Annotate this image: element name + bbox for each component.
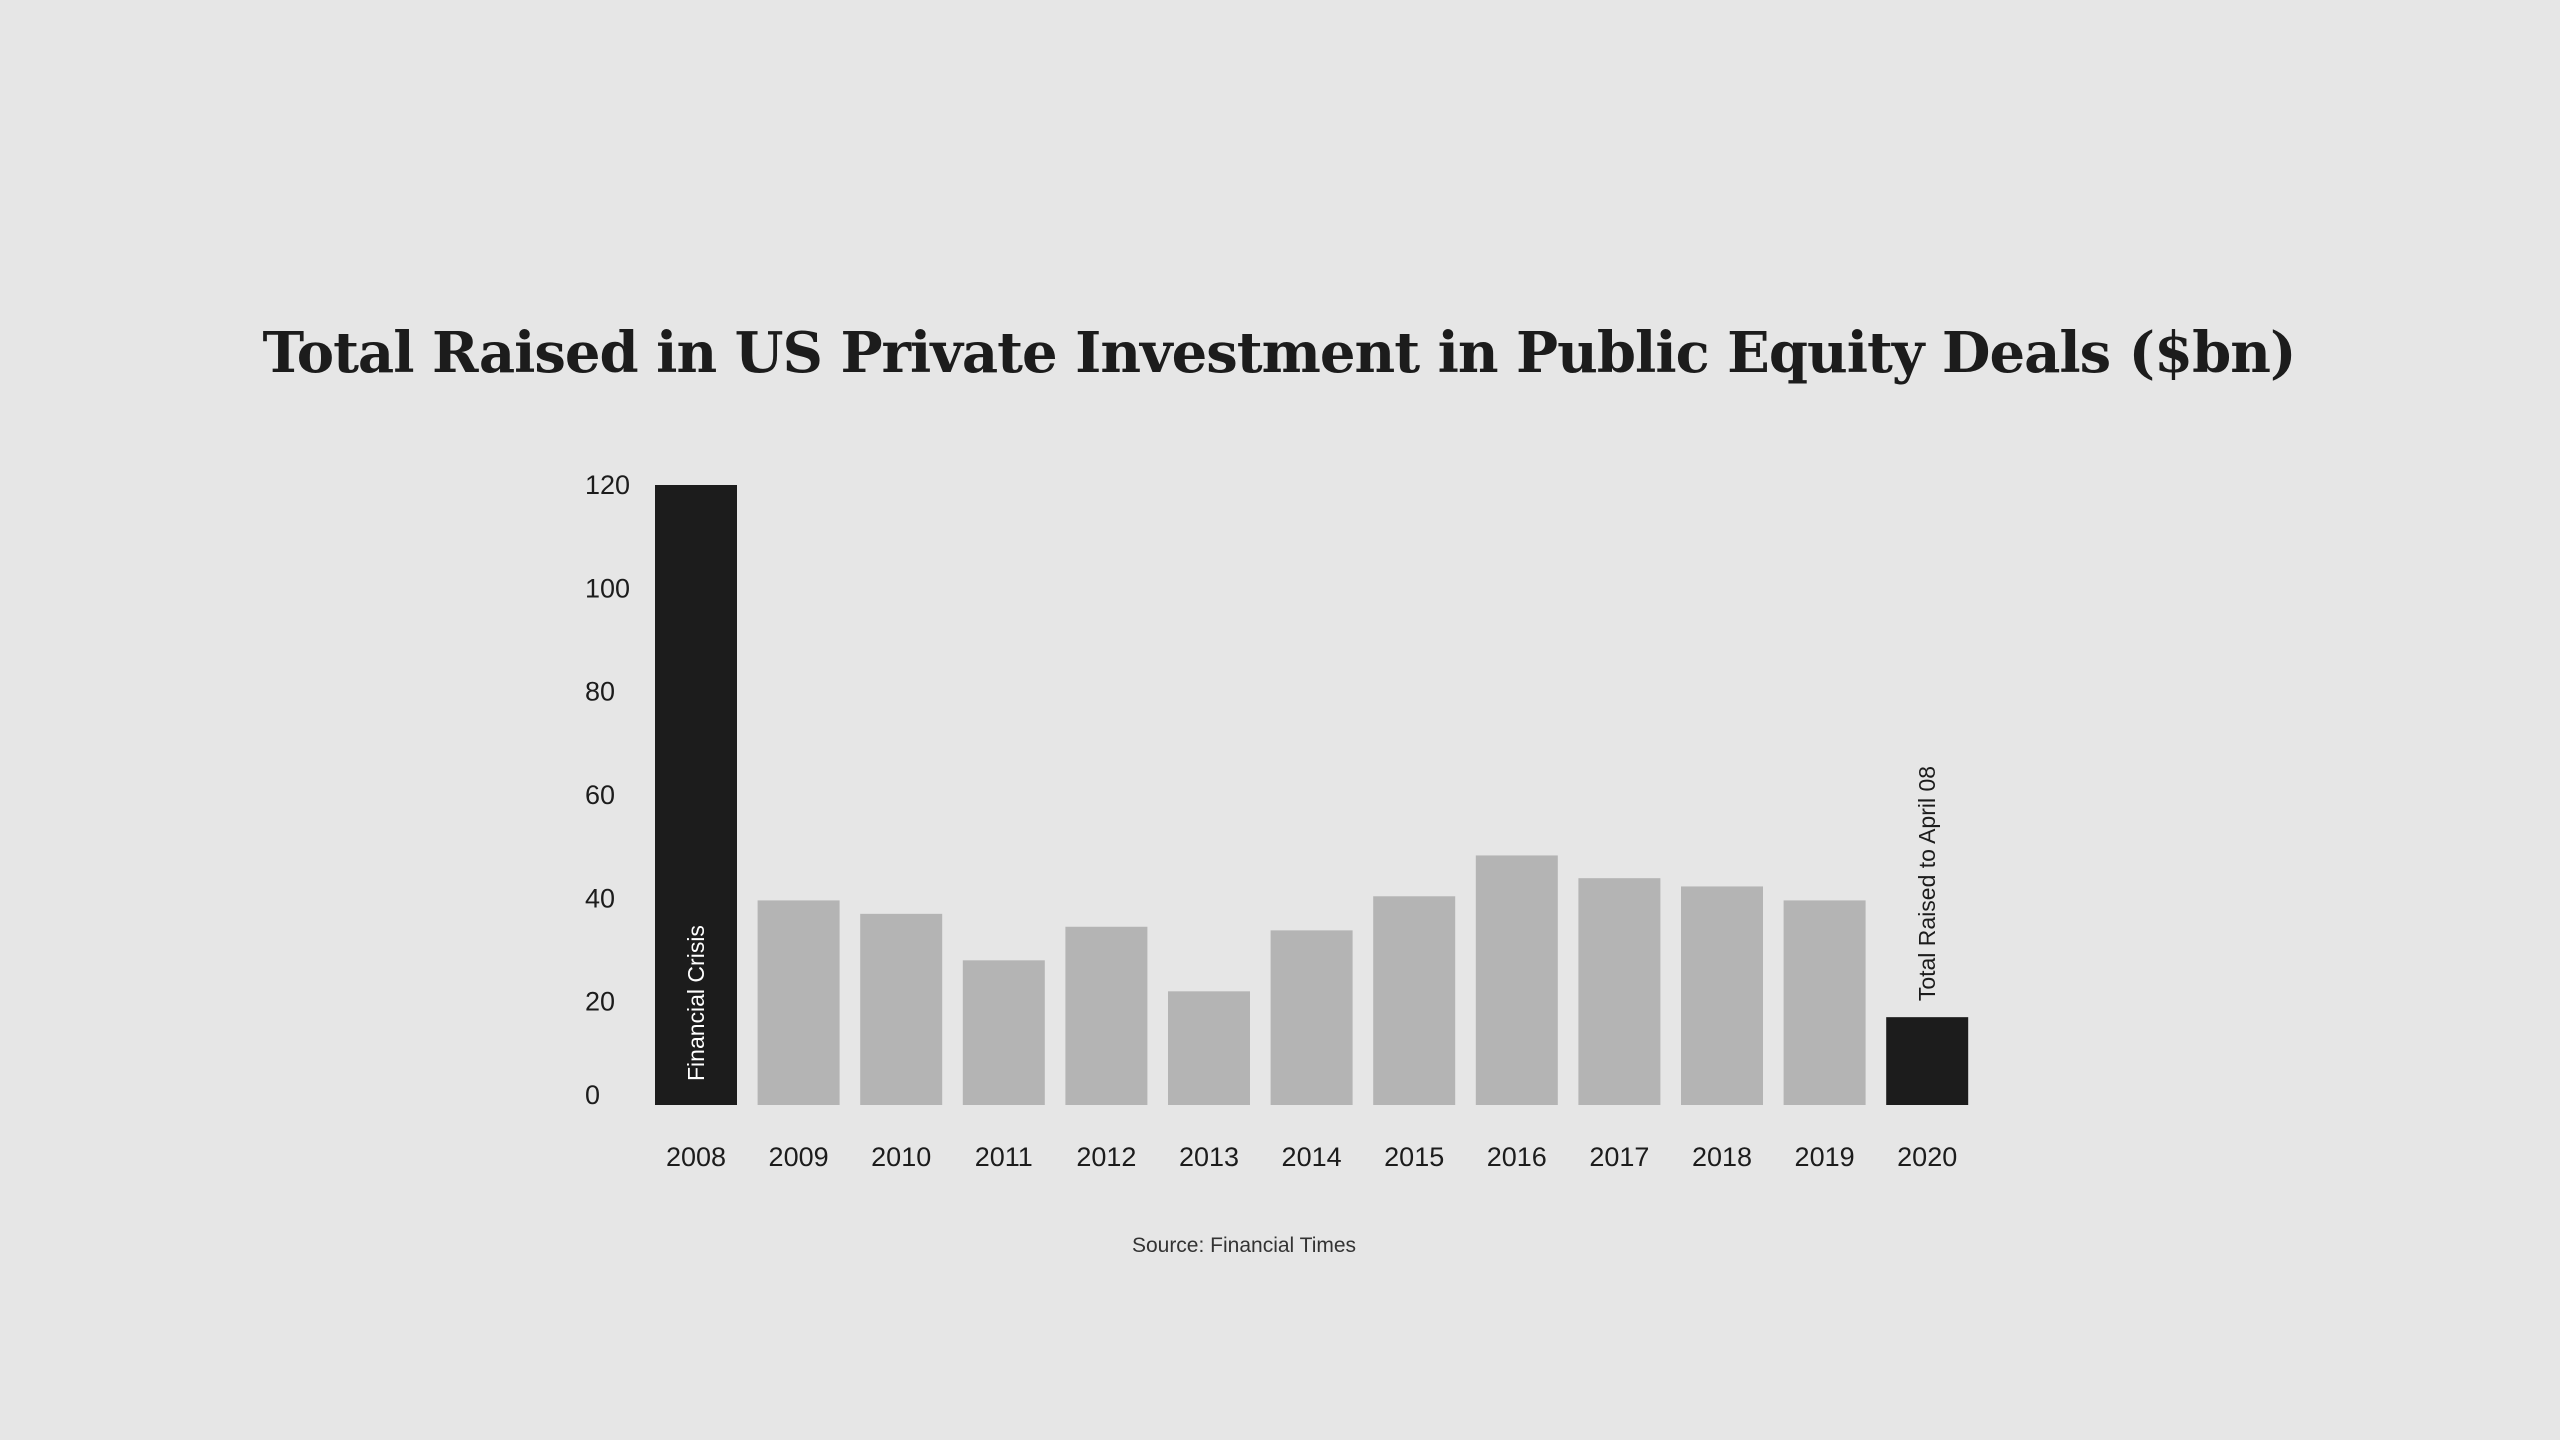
x-tick-label: 2012: [1076, 1142, 1136, 1172]
x-tick-label: 2010: [871, 1142, 931, 1172]
annotations: Financial Crisis Total Raised to April 08: [683, 766, 1940, 1081]
y-tick-label: 60: [585, 780, 615, 810]
x-tick-label: 2014: [1282, 1142, 1342, 1172]
x-tick-label: 2008: [666, 1142, 726, 1172]
x-tick-label: 2017: [1589, 1142, 1649, 1172]
x-tick-label: 2011: [975, 1142, 1033, 1172]
source-note: Source: Financial Times: [1132, 1234, 1356, 1257]
bar-2019: [1783, 900, 1866, 1105]
bar-2014: [1270, 930, 1353, 1105]
bar-2018: [1681, 886, 1763, 1105]
y-tick-label: 20: [585, 987, 615, 1017]
y-tick-label: 40: [585, 883, 615, 913]
bar-2013: [1168, 991, 1250, 1105]
x-tick-label: 2009: [769, 1142, 829, 1172]
x-tick-label: 2020: [1897, 1142, 1957, 1172]
x-tick-label: 2016: [1487, 1142, 1547, 1172]
x-axis: 2008 2009 2010 2011 2012 2013 2014 2015 2016 2017…: [666, 1142, 1957, 1172]
x-tick-label: 2013: [1179, 1142, 1239, 1172]
bar-2012: [1065, 926, 1148, 1105]
y-tick-label: 0: [585, 1080, 600, 1110]
y-tick-label: 100: [585, 573, 630, 603]
chart-title: Total Raised in US Private Investment in…: [262, 320, 2295, 386]
x-tick-label: 2019: [1795, 1142, 1855, 1172]
annotation-label: Financial Crisis: [683, 925, 709, 1081]
x-tick-label: 2018: [1692, 1142, 1752, 1172]
bar-2016: [1475, 855, 1558, 1105]
x-tick-label: 2015: [1384, 1142, 1444, 1172]
bar-2010: [860, 913, 943, 1105]
bar-2008: [655, 485, 737, 1105]
annotation-label: Total Raised to April 08: [1914, 766, 1940, 1001]
bar-2011: [962, 960, 1045, 1105]
bar-2009: [757, 900, 840, 1105]
bar-2020: [1886, 1017, 1969, 1105]
bars: [655, 485, 1969, 1105]
bar-2015: [1373, 896, 1456, 1105]
y-tick-label: 120: [585, 470, 630, 500]
bar-2017: [1578, 878, 1661, 1105]
y-axis: 0 20 40 60 80 100 120: [585, 470, 630, 1110]
y-tick-label: 80: [585, 677, 615, 707]
